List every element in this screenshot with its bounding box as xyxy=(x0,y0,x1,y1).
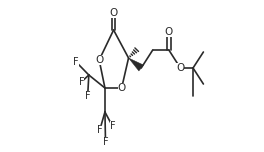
Text: O: O xyxy=(176,63,185,73)
Text: O: O xyxy=(95,55,103,65)
Text: O: O xyxy=(165,27,173,37)
Text: F: F xyxy=(97,125,103,135)
Text: F: F xyxy=(78,77,84,87)
Text: O: O xyxy=(110,8,118,18)
Text: F: F xyxy=(73,57,79,67)
Text: F: F xyxy=(85,91,91,101)
Text: F: F xyxy=(110,121,115,131)
Polygon shape xyxy=(129,58,144,71)
Text: F: F xyxy=(103,137,108,147)
Text: O: O xyxy=(117,83,126,93)
